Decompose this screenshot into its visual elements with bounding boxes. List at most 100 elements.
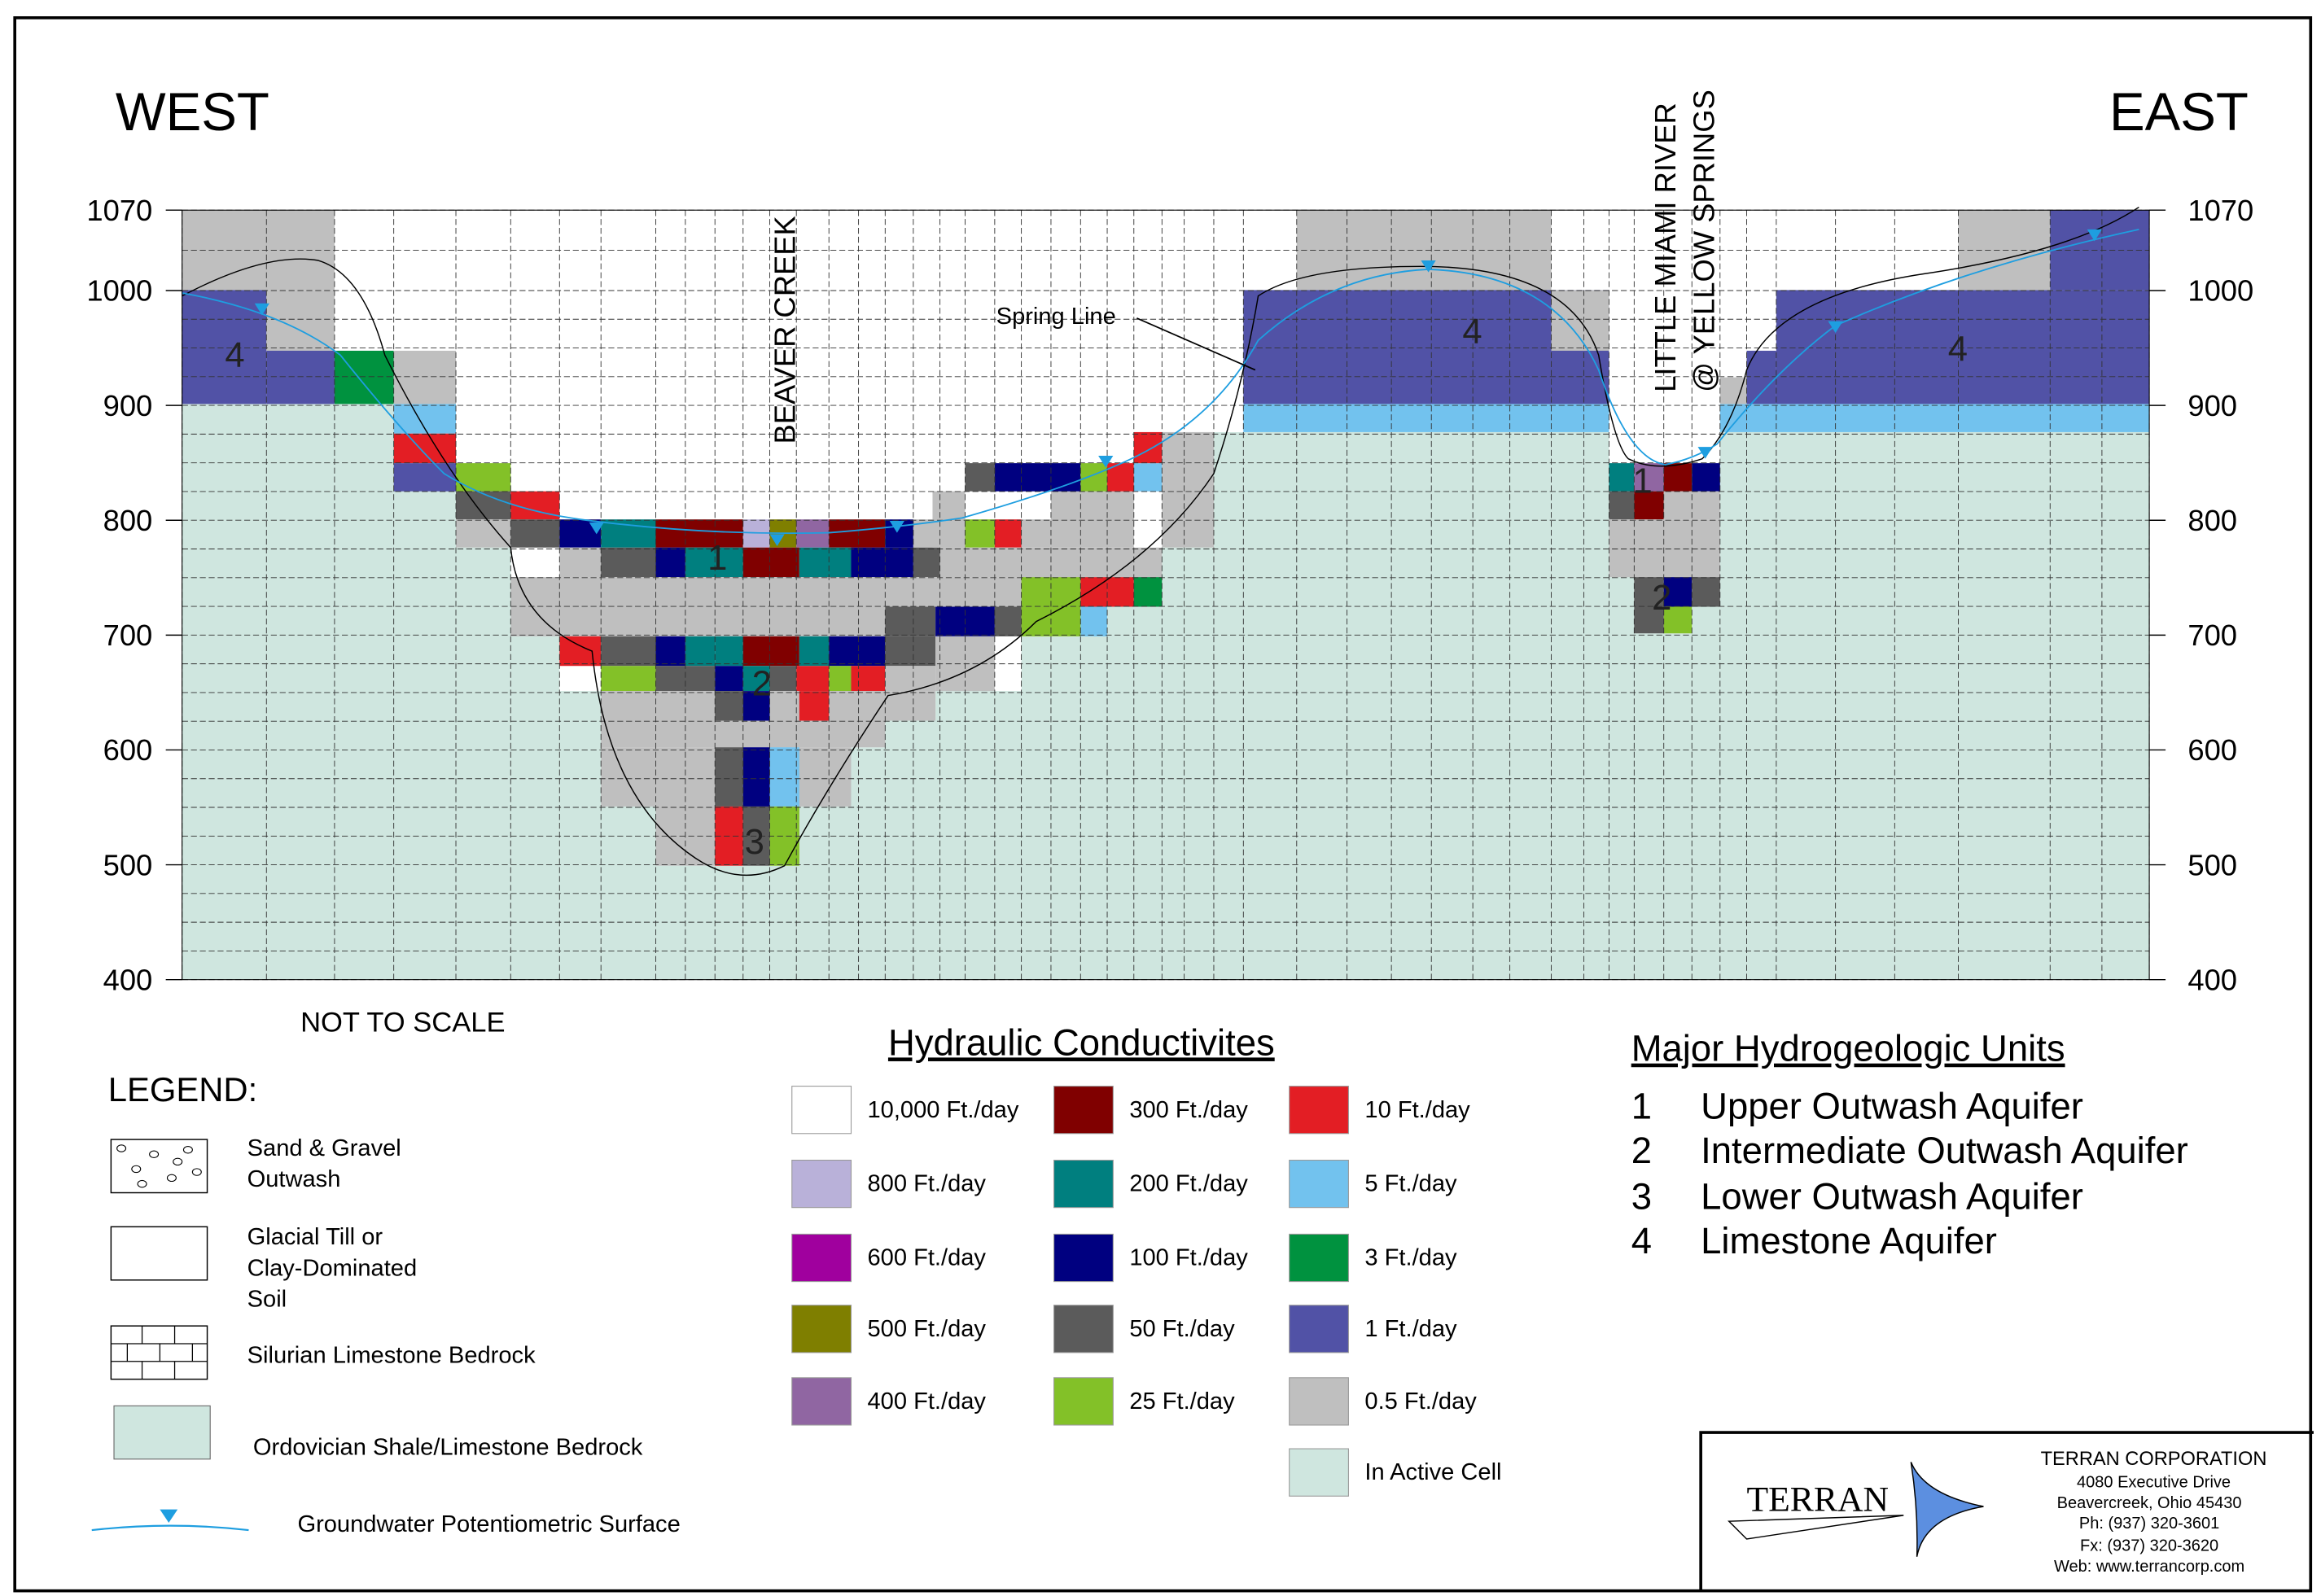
company-web: Web: www.terrancorp.com [2054,1558,2244,1576]
potentiometric-surface-line [182,228,2139,535]
pebble-icon [166,1174,177,1183]
conductivity-legend-item: 1 Ft./day [1289,1305,1457,1353]
east-label: EAST [2109,82,2249,142]
model-cell [1634,491,1664,520]
model-cell [715,691,743,721]
model-cell [1719,377,1747,404]
water-table-marker-icon [254,303,269,316]
spring-line-label: Spring Line [996,304,1116,330]
model-cell [1746,350,1776,404]
model-cell [1776,290,2150,404]
model-cell [851,547,913,578]
right-elevation-tick: 500 [2187,848,2237,881]
conductivity-legend-item: 3 Ft./day [1289,1233,1457,1283]
left-elevation-tick: 1000 [86,274,152,308]
unit-number-label: 4 [225,336,244,375]
model-cell [742,747,770,807]
model-cell [510,519,560,548]
conductivity-label: 400 Ft./day [867,1388,986,1415]
right-elevation-tick: 700 [2187,619,2237,652]
model-cell [1243,290,1609,404]
model-cell [1634,606,1664,634]
legend-ordovician-shale: Ordovician Shale/Limestone Bedrock [113,1405,643,1460]
land-surface-line [182,206,2139,877]
model-cell [601,636,656,667]
glacial-till-swatch [110,1226,208,1281]
unit-number-label: 2 [1652,579,1671,618]
company-address1: 4080 Executive Drive [2077,1473,2231,1491]
model-cell [799,691,830,721]
model-cell [559,636,602,667]
legend-title: LEGEND: [108,1070,257,1108]
legend-glacial-till: Glacial Till or Clay-Dominated Soil [110,1224,417,1313]
company-name: TERRAN CORPORATION [2041,1449,2267,1470]
pebble-icon [149,1150,160,1158]
pebble-icon [191,1168,202,1176]
sand-gravel-swatch [110,1139,208,1194]
conductivity-swatch [791,1233,852,1283]
right-elevation-tick: 400 [2187,963,2237,996]
model-cell [742,636,799,667]
model-cell [1634,463,1664,492]
unit-name: Limestone Aquifer [1701,1220,1997,1261]
model-cell [965,463,995,492]
conductivity-legend-item: 500 Ft./day [791,1305,986,1353]
conductivity-legend-item: 800 Ft./day [791,1159,986,1209]
conductivity-label: 200 Ft./day [1129,1171,1248,1197]
conductivity-label: 50 Ft./day [1129,1316,1235,1342]
model-cell [393,463,457,492]
pebble-icon [173,1157,183,1166]
conductivity-swatch [1053,1377,1114,1426]
legend-label: Sand & Gravel [247,1135,401,1161]
legend-label: Soil [247,1287,287,1313]
model-cell [885,606,936,636]
water-table-marker-icon [2087,229,2102,242]
model-cell [1719,404,1747,432]
unit-name: Lower Outwash Aquifer [1701,1176,2083,1218]
legend-label: Glacial Till or [247,1224,383,1250]
legend-sand-gravel: Sand & Gravel Outwash [110,1135,401,1194]
conductivity-swatch [791,1305,852,1353]
legend-silurian-limestone: Silurian Limestone Bedrock [110,1325,536,1380]
model-cell [655,547,685,578]
model-cell [994,606,1022,636]
legend-label: Ordovician Shale/Limestone Bedrock [253,1434,643,1460]
model-cell [1609,463,1635,492]
elevation-axis: 1070 1070 1000 1000 900 900 800 800 700 700 600 600… [86,194,2253,996]
model-cell [1162,431,1214,548]
right-elevation-tick: 1070 [2187,194,2253,227]
model-cell [559,547,602,578]
model-cell [1050,491,1134,548]
model-cell [829,666,852,692]
model-cell [1692,577,1720,607]
legend-label: Groundwater Potentiometric Surface [297,1511,680,1537]
west-label: WEST [116,82,269,142]
conductivity-legend-item: 100 Ft./day [1053,1233,1248,1283]
model-cell [715,747,743,807]
conductivity-swatch [791,1159,852,1209]
conductivity-swatch [791,1377,852,1426]
model-cell [1107,577,1134,607]
model-cell [994,519,1022,548]
model-cell [1663,606,1693,634]
conductivity-swatch [1053,1305,1114,1353]
model-cell [799,547,852,578]
conductivity-swatch [1289,1448,1349,1497]
model-cell [601,519,656,548]
model-cell [655,636,685,667]
left-elevation-tick: 800 [103,504,153,537]
model-cell [456,519,511,548]
right-elevation-tick: 900 [2187,389,2237,422]
model-cell [1021,519,1051,548]
conductivity-swatch [1053,1086,1114,1135]
conductivity-swatch [1289,1377,1349,1426]
model-cell [1609,491,1635,520]
model-cell [393,350,457,404]
water-table-marker-icon [889,521,904,533]
model-cell [1080,463,1108,492]
conductivity-legend-item: 200 Ft./day [1053,1159,1248,1209]
logo-wedge [1728,1515,1904,1540]
model-cell [266,350,335,404]
conductivity-swatch [1289,1086,1349,1135]
logo-triangle-icon [1910,1462,1984,1557]
